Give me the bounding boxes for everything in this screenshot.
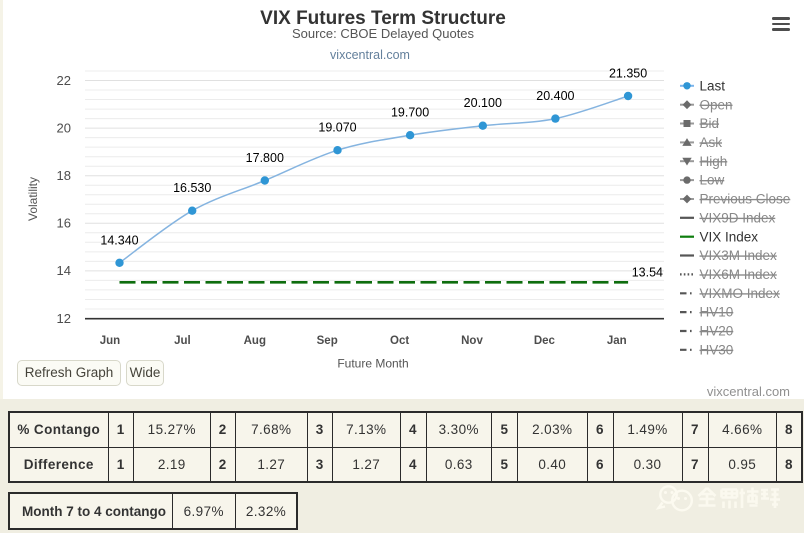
- svg-text:Bid: Bid: [700, 116, 720, 131]
- svg-text:20: 20: [57, 120, 71, 135]
- svg-text:13.54: 13.54: [632, 266, 663, 280]
- svg-text:Oct: Oct: [390, 335, 409, 347]
- svg-text:Future Month: Future Month: [337, 357, 408, 371]
- svg-text:Nov: Nov: [461, 335, 483, 347]
- svg-text:VIX6M Index: VIX6M Index: [700, 267, 778, 282]
- svg-text:Jun: Jun: [100, 335, 120, 347]
- svg-text:14.340: 14.340: [100, 233, 138, 247]
- svg-text:Jul: Jul: [174, 335, 191, 347]
- svg-text:17.800: 17.800: [246, 151, 284, 165]
- svg-text:Aug: Aug: [244, 335, 266, 347]
- svg-text:VIXMO Index: VIXMO Index: [700, 286, 781, 301]
- svg-text:16: 16: [57, 216, 71, 231]
- svg-text:HV20: HV20: [700, 324, 734, 339]
- svg-text:Open: Open: [700, 97, 733, 112]
- svg-text:HV10: HV10: [700, 305, 734, 320]
- svg-text:Ask: Ask: [700, 135, 723, 150]
- svg-text:Last: Last: [700, 78, 726, 93]
- svg-text:Sep: Sep: [317, 335, 338, 347]
- svg-text:20.100: 20.100: [464, 96, 502, 110]
- svg-text:VIX9D Index: VIX9D Index: [700, 210, 776, 225]
- svg-text:18: 18: [57, 168, 71, 183]
- svg-text:VIX Index: VIX Index: [700, 229, 759, 244]
- svg-text:High: High: [700, 154, 728, 169]
- svg-text:19.070: 19.070: [318, 121, 356, 135]
- svg-text:Previous Close: Previous Close: [700, 192, 791, 207]
- svg-text:Jan: Jan: [607, 335, 627, 347]
- svg-text:12: 12: [57, 311, 71, 326]
- svg-text:Low: Low: [700, 173, 725, 188]
- svg-text:VIX3M Index: VIX3M Index: [700, 248, 778, 263]
- svg-text:21.350: 21.350: [609, 67, 647, 81]
- svg-text:14: 14: [57, 263, 71, 278]
- svg-text:20.400: 20.400: [536, 89, 574, 103]
- svg-text:Volatility: Volatility: [26, 177, 40, 221]
- svg-text:22: 22: [57, 73, 71, 88]
- svg-text:19.700: 19.700: [391, 106, 429, 120]
- svg-text:16.530: 16.530: [173, 181, 211, 195]
- svg-text:HV30: HV30: [700, 342, 734, 357]
- svg-text:Dec: Dec: [534, 335, 556, 347]
